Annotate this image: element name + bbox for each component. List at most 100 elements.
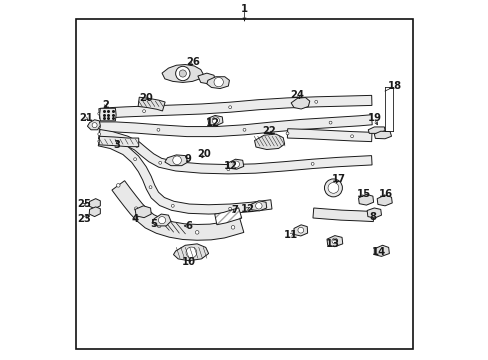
Polygon shape (214, 208, 241, 225)
Text: 2: 2 (102, 100, 109, 110)
Text: 5: 5 (150, 219, 157, 229)
Circle shape (327, 183, 338, 193)
Circle shape (158, 217, 165, 224)
Text: 18: 18 (387, 81, 401, 91)
Polygon shape (326, 235, 342, 247)
Text: 12: 12 (205, 118, 220, 128)
Circle shape (324, 179, 342, 197)
Circle shape (350, 135, 353, 138)
Text: 20: 20 (139, 93, 152, 103)
Text: 10: 10 (182, 257, 196, 267)
Polygon shape (152, 214, 171, 226)
Text: 14: 14 (371, 247, 386, 257)
Text: 9: 9 (184, 154, 191, 164)
Text: 13: 13 (325, 239, 339, 249)
Polygon shape (99, 95, 371, 119)
Text: 24: 24 (290, 90, 304, 100)
Polygon shape (228, 159, 244, 169)
Text: 15: 15 (356, 189, 370, 199)
Circle shape (157, 129, 160, 131)
Circle shape (233, 161, 239, 167)
Text: 26: 26 (186, 57, 200, 67)
Circle shape (116, 184, 120, 187)
Polygon shape (138, 97, 165, 111)
Circle shape (212, 117, 219, 124)
Circle shape (228, 207, 231, 210)
Polygon shape (207, 116, 223, 126)
Circle shape (134, 207, 138, 211)
Text: 1: 1 (241, 4, 247, 14)
Circle shape (133, 158, 136, 161)
Polygon shape (98, 130, 371, 174)
Polygon shape (100, 108, 116, 121)
Text: 3: 3 (114, 140, 121, 150)
Polygon shape (312, 208, 373, 222)
Circle shape (185, 247, 196, 258)
Text: 23: 23 (77, 215, 91, 224)
Circle shape (172, 156, 181, 165)
Circle shape (310, 162, 313, 165)
Polygon shape (367, 127, 384, 134)
Circle shape (331, 238, 337, 244)
Text: 12: 12 (240, 204, 254, 214)
Polygon shape (373, 245, 388, 256)
Circle shape (195, 230, 199, 234)
Circle shape (98, 126, 101, 129)
Polygon shape (293, 225, 307, 236)
Polygon shape (135, 206, 151, 218)
Polygon shape (287, 129, 371, 141)
Circle shape (175, 66, 190, 81)
Text: 20: 20 (197, 149, 211, 159)
Text: 8: 8 (368, 212, 376, 221)
Text: 6: 6 (185, 221, 192, 231)
Polygon shape (164, 155, 187, 166)
Circle shape (243, 129, 245, 131)
Polygon shape (173, 244, 208, 261)
Text: 21: 21 (79, 113, 93, 123)
Circle shape (142, 110, 145, 113)
Circle shape (231, 226, 234, 229)
Polygon shape (98, 137, 271, 214)
Polygon shape (250, 201, 266, 211)
Circle shape (98, 112, 101, 115)
Polygon shape (89, 199, 100, 209)
Polygon shape (254, 134, 284, 149)
Polygon shape (99, 115, 371, 136)
Text: 19: 19 (366, 113, 381, 123)
Text: 11: 11 (284, 230, 298, 239)
Text: 12: 12 (224, 161, 237, 171)
Polygon shape (373, 131, 391, 139)
Circle shape (159, 161, 162, 164)
Text: 17: 17 (331, 174, 345, 184)
Polygon shape (358, 194, 373, 205)
Circle shape (149, 186, 152, 189)
Circle shape (98, 133, 101, 135)
Circle shape (179, 70, 186, 77)
Polygon shape (162, 64, 203, 82)
Circle shape (285, 132, 288, 135)
Text: 16: 16 (378, 189, 392, 199)
Polygon shape (376, 195, 391, 206)
Circle shape (314, 100, 317, 103)
Polygon shape (290, 98, 309, 109)
Polygon shape (87, 120, 100, 130)
Text: 7: 7 (230, 206, 237, 216)
Polygon shape (89, 207, 100, 217)
Circle shape (328, 121, 331, 124)
Circle shape (135, 144, 138, 147)
Circle shape (255, 203, 262, 209)
Circle shape (171, 204, 174, 207)
Polygon shape (198, 73, 215, 84)
Polygon shape (112, 181, 244, 240)
Circle shape (226, 168, 229, 171)
Polygon shape (206, 77, 229, 89)
Text: 25: 25 (77, 199, 91, 210)
Circle shape (228, 106, 231, 109)
Circle shape (92, 123, 97, 128)
Circle shape (297, 227, 303, 233)
Circle shape (98, 140, 101, 143)
Polygon shape (366, 208, 381, 218)
Circle shape (214, 77, 223, 87)
Text: 4: 4 (131, 215, 139, 224)
Polygon shape (99, 136, 139, 147)
